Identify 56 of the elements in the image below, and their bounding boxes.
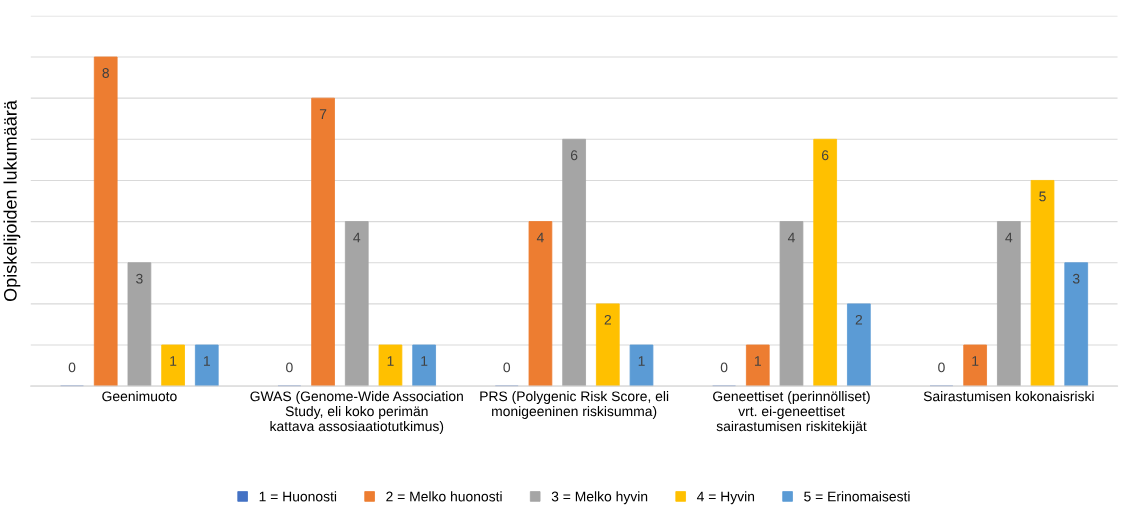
data-label: 4 [536, 232, 544, 243]
bar [127, 262, 152, 387]
data-label: 1 [203, 356, 210, 366]
data-label: 8 [102, 68, 109, 78]
x-tick-label: Sairastumisen kokonaisriski [923, 391, 1094, 402]
data-label: 1 [638, 356, 645, 366]
bar [1064, 262, 1089, 387]
data-label: 1 [387, 356, 394, 366]
data-label: 4 [1005, 232, 1013, 243]
data-label: 2 [855, 314, 863, 325]
x-tick-label: PRS (Polygenic Risk Score, eli monigeeninen riskisumma) [480, 391, 669, 419]
bar [412, 344, 436, 387]
legend-label: 5 = Erinomaisesti [804, 491, 910, 502]
data-label: 0 [938, 362, 945, 373]
x-tick-label: Geneettiset (perinnölliset) vrt. ei-geneettiset sairastumisen riskitekijät [713, 391, 870, 434]
legend-label: 4 = Hyvin [696, 491, 755, 505]
bar [344, 221, 369, 387]
data-label: 7 [319, 109, 327, 119]
bar [963, 344, 987, 387]
data-label: 1 [421, 356, 428, 366]
legend-label: 2 = Melko huonosti [386, 491, 502, 502]
data-label: 0 [286, 362, 293, 373]
data-label: 6 [570, 150, 578, 161]
bar [847, 303, 871, 387]
bar [745, 344, 770, 387]
bar [629, 344, 654, 387]
bar [378, 344, 403, 387]
bar [1030, 180, 1055, 387]
bar [161, 344, 185, 387]
data-label: 3 [136, 273, 143, 284]
bar [562, 138, 586, 387]
data-label: 4 [353, 232, 361, 243]
y-axis-title: Opiskelijoiden lukumäärä [3, 100, 21, 302]
bar [779, 221, 804, 387]
bar [813, 138, 837, 387]
data-label: 4 [787, 232, 795, 243]
data-label: 0 [720, 362, 728, 373]
x-tick-label: Geenimuoto [102, 391, 177, 402]
bar [997, 221, 1021, 387]
data-label: 1 [170, 356, 177, 366]
data-label: 3 [1072, 273, 1080, 284]
x-tick-label: GWAS (Genome-Wide Association Study, eli koko perimän kattava assosiaatiotutkimus) [250, 391, 463, 434]
legend-label: 3 = Melko hyvin [551, 491, 648, 505]
data-label: 1 [754, 356, 761, 366]
data-label: 6 [822, 150, 829, 161]
data-label: 0 [503, 362, 511, 373]
bar [528, 221, 553, 387]
bar [311, 97, 335, 387]
data-label: 1 [972, 356, 979, 366]
data-label: 2 [604, 314, 611, 325]
data-label: 5 [1039, 191, 1046, 202]
bar [194, 344, 219, 387]
legend-label: 1 = Huonosti [259, 491, 337, 502]
bar [93, 56, 118, 387]
bar [595, 303, 620, 387]
data-label: 0 [68, 362, 76, 373]
